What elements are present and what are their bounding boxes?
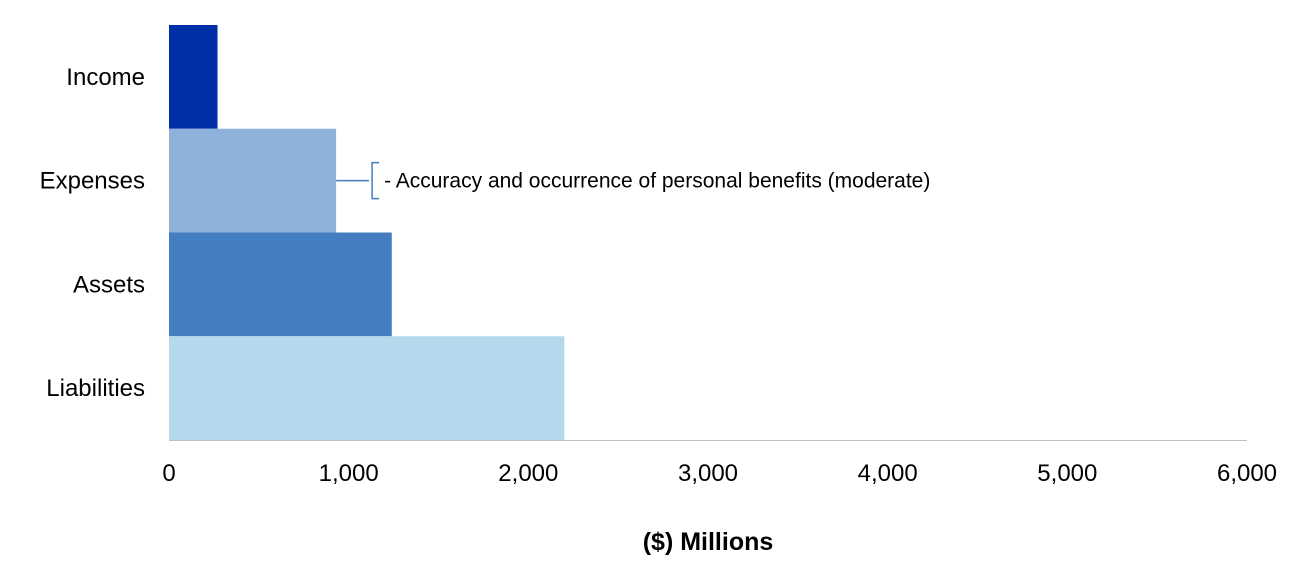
annotation-bracket	[336, 161, 380, 200]
category-labels: Income Expenses Assets Liabilities	[40, 64, 145, 402]
x-tick-labels: 0 1,000 2,000 3,000 4,000 5,000 6,000	[162, 460, 1277, 487]
x-tick-label-1000: 1,000	[319, 460, 379, 487]
category-label-liabilities: Liabilities	[46, 375, 145, 402]
bar-assets	[169, 232, 392, 337]
x-axis-title: ($) Millions	[643, 528, 774, 556]
x-tick-label-4000: 4,000	[858, 460, 918, 487]
category-label-expenses: Expenses	[40, 168, 145, 195]
category-label-assets: Assets	[73, 271, 145, 298]
bar-liabilities	[169, 336, 565, 440]
bar-income	[169, 25, 218, 129]
x-tick-label-3000: 3,000	[678, 460, 738, 487]
annotations-group: - Accuracy and occurrence of personal be…	[336, 161, 930, 200]
category-label-income: Income	[66, 64, 145, 91]
annotation-text: - Accuracy and occurrence of personal be…	[384, 170, 930, 193]
x-tick-label-6000: 6,000	[1217, 460, 1277, 487]
x-tick-label-5000: 5,000	[1037, 460, 1097, 487]
x-tick-label-0: 0	[162, 460, 175, 487]
bars-group	[169, 25, 565, 440]
bar-expenses	[169, 128, 337, 233]
x-tick-label-2000: 2,000	[498, 460, 558, 487]
